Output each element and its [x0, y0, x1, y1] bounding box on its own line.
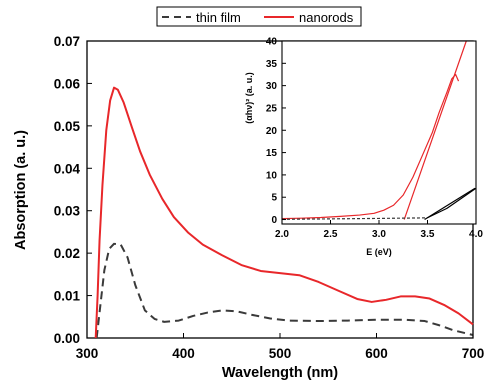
main-y-tick-label: 0.07	[54, 34, 80, 49]
legend: thin film nanorods	[156, 6, 362, 27]
main-x-axis-title: Wavelength (nm)	[222, 365, 338, 381]
main-y-tick-label: 0.06	[54, 76, 81, 91]
legend-label-nanorods: nanorods	[299, 10, 354, 25]
main-y-tick-label: 0.00	[54, 331, 80, 346]
main-y-ticks: 0.00 0.01 0.02 0.03 0.04 0.05 0.06 0.07	[54, 34, 92, 346]
inset-plot-background	[282, 41, 476, 224]
main-y-axis-title: Absorption (a. u.)	[13, 130, 29, 250]
inset-x-tick-label: 2.5	[324, 229, 338, 240]
inset-x-tick-label: 4.0	[469, 229, 483, 240]
inset-y-ticks: 0 5 10 15 20 25 30 35 40	[266, 37, 286, 226]
inset-y-tick-label: 5	[271, 193, 277, 204]
main-y-tick-label: 0.05	[54, 119, 81, 134]
inset-y-tick-label: 20	[266, 126, 278, 137]
inset-series-5-line	[424, 187, 476, 221]
inset-y-tick-label: 25	[266, 103, 278, 114]
inset-y-tick-label: 35	[266, 59, 278, 70]
inset-y-tick-label: 0	[271, 215, 277, 226]
main-x-tick-label: 600	[365, 346, 388, 361]
inset-y-axis-title: (αhν)² (a. u.)	[244, 72, 254, 124]
main-series-lines	[94, 86, 474, 339]
inset-y-tick-label: 10	[266, 170, 278, 181]
inset-x-ticks: 2.0 2.5 3.0 3.5 4.0	[275, 220, 483, 240]
main-series-thin-film-line	[95, 242, 474, 339]
inset-x-tick-label: 3.0	[372, 229, 386, 240]
inset-x-tick-label: 3.5	[421, 229, 435, 240]
inset-series-1-line	[281, 73, 460, 220]
inset-y-tick-label: 40	[266, 37, 278, 48]
main-x-tick-label: 500	[269, 346, 292, 361]
main-y-tick-label: 0.03	[54, 204, 81, 219]
main-y-tick-label: 0.04	[54, 161, 81, 176]
main-y-tick-label: 0.02	[54, 246, 80, 261]
inset-series-4-line	[427, 187, 477, 219]
main-x-tick-label: 300	[76, 346, 99, 361]
legend-box	[156, 6, 362, 27]
inset-series-lines	[281, 40, 477, 221]
inset-y-tick-label: 30	[266, 81, 278, 92]
inset-series-3-line	[281, 217, 428, 220]
main-x-tick-label: 700	[462, 346, 485, 361]
main-y-tick-label: 0.01	[54, 289, 81, 304]
legend-label-thin-film: thin film	[196, 10, 241, 25]
inset-x-tick-label: 2.0	[275, 229, 289, 240]
main-chart: 300 400 500 600 700 0.000.010.020.030.040.05…	[13, 34, 484, 381]
main-series-nanorods-line	[94, 86, 474, 339]
inset-series-2-line	[403, 40, 467, 220]
inset-x-axis-title: E (eV)	[366, 247, 392, 257]
inset-y-tick-label: 15	[266, 148, 278, 159]
main-x-ticks: 300 400 500 600 700	[76, 333, 485, 361]
main-x-tick-label: 400	[172, 346, 195, 361]
